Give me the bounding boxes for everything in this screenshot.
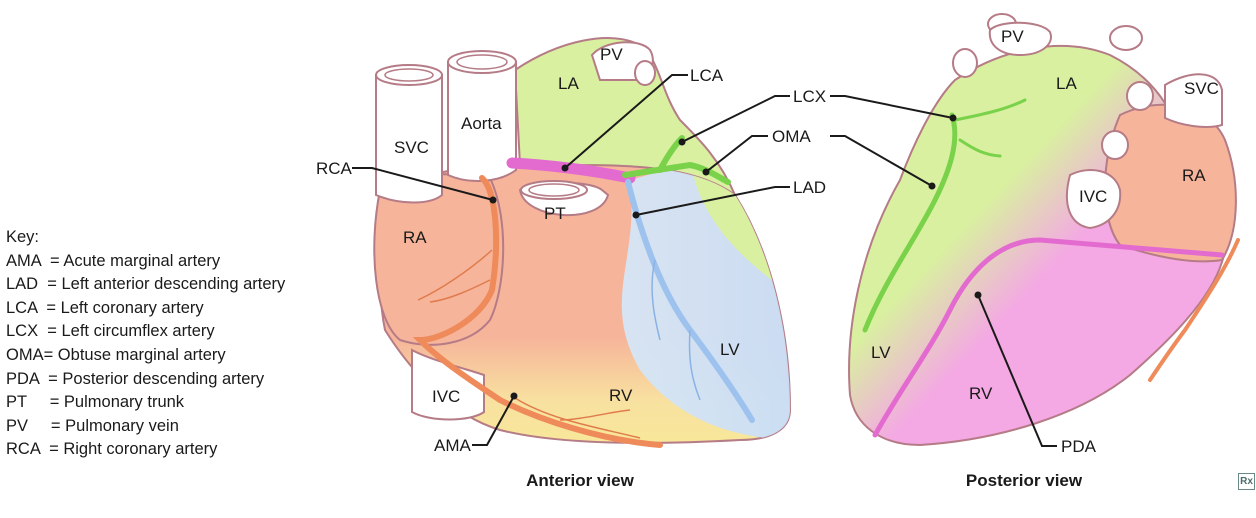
anterior-label-svc: SVC: [394, 138, 429, 157]
posterior-label-ra: RA: [1182, 166, 1206, 185]
callout-rca: RCA: [316, 159, 353, 178]
key-entry-lad: LAD = Left anterior descending artery: [6, 275, 286, 294]
callout-lcx: LCX: [793, 87, 826, 106]
key-entry-oma: OMA= Obtuse marginal artery: [6, 345, 226, 364]
key-entry-pt: PT = Pulmonary trunk: [6, 393, 185, 412]
key-entry-ama: AMA = Acute marginal artery: [6, 251, 221, 270]
posterior-label-ivc: IVC: [1079, 187, 1107, 206]
posterior-heart: PV LA SVC RA IVC LV RV: [848, 13, 1240, 447]
posterior-label-lv: LV: [871, 343, 891, 362]
anterior-lca: [506, 157, 636, 184]
callout-pda: PDA: [1061, 437, 1097, 456]
anterior-label-aorta: Aorta: [461, 114, 502, 133]
anterior-view-caption: Anterior view: [526, 471, 634, 490]
anterior-aorta: [447, 61, 517, 182]
posterior-label-pv: PV: [1001, 27, 1024, 46]
posterior-label-la: LA: [1056, 74, 1077, 93]
callout-lad: LAD: [793, 178, 826, 197]
key-entry-pv: PV = Pulmonary vein: [6, 416, 179, 435]
rx-logo: Rx: [1238, 473, 1255, 490]
posterior-pda: [872, 237, 1225, 438]
anterior-lad: [625, 179, 755, 423]
anterior-label-pv: PV: [600, 45, 623, 64]
anterior-label-ra: RA: [403, 228, 427, 247]
callout-ama: AMA: [434, 436, 472, 455]
posterior-ivc: [1065, 169, 1122, 230]
anterior-label-ivc: IVC: [432, 387, 460, 406]
callout-oma: OMA: [772, 127, 811, 146]
callout-lca: LCA: [690, 66, 724, 85]
anterior-svc: [375, 74, 443, 204]
key-entry-pda: PDA = Posterior descending artery: [6, 369, 265, 388]
anterior-label-rv: RV: [609, 386, 633, 405]
posterior-view-caption: Posterior view: [966, 471, 1083, 490]
key-entry-lca: LCA = Left coronary artery: [6, 298, 204, 317]
anterior-label-lv: LV: [720, 340, 740, 359]
key-entry-rca: RCA = Right coronary artery: [6, 440, 218, 459]
callout-leaders: [352, 74, 1057, 447]
anterior-ivc: [411, 348, 485, 421]
anterior-rca: [412, 175, 663, 448]
posterior-label-svc: SVC: [1184, 79, 1219, 98]
anterior-heart: SVC Aorta LA PV RA PT IVC RV LV: [373, 37, 792, 448]
posterior-lcx: [862, 112, 958, 333]
anterior-label-la: LA: [558, 74, 579, 93]
posterior-label-rv: RV: [969, 384, 993, 403]
key-legend: Key: AMA = Acute marginal artery LAD = L…: [6, 226, 285, 462]
key-title: Key:: [6, 228, 40, 246]
anterior-label-pt: PT: [544, 204, 566, 223]
posterior-right-atrium: [1104, 103, 1237, 263]
key-entry-lcx: LCX = Left circumflex artery: [6, 322, 215, 341]
